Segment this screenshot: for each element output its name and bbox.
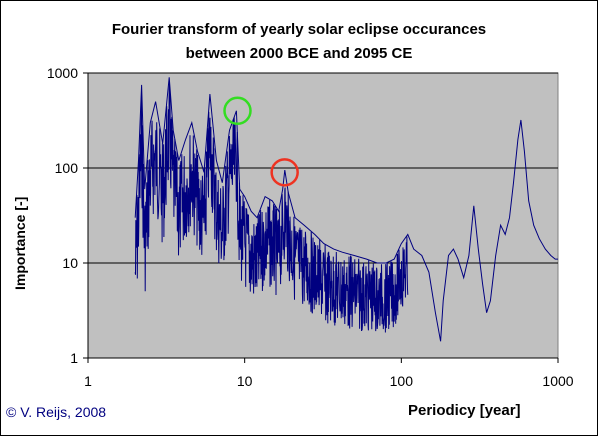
- annotation-circle-0: [223, 96, 252, 126]
- y-tick-label-1: 10: [62, 255, 78, 271]
- tick-labels: 1 10 100 1000 1 10 100 1000: [47, 65, 574, 389]
- x-tick-label-0: 1: [84, 373, 92, 389]
- y-tick-label-3: 1000: [47, 65, 78, 81]
- x-tick-label-1: 10: [237, 373, 253, 389]
- y-tick-label-2: 100: [55, 160, 79, 176]
- chart-title-line-1: Fourier transform of yearly solar eclips…: [111, 21, 487, 38]
- annotations-group: [223, 96, 299, 187]
- chart-title: Fourier transform of yearly solar eclips…: [0, 18, 598, 66]
- x-axis-label: Periodicy [year]: [408, 402, 521, 419]
- series-line-0: [134, 77, 558, 342]
- x-tick-label-2: 100: [390, 373, 414, 389]
- x-tick-label-3: 1000: [542, 373, 573, 389]
- axes-group: [83, 72, 559, 363]
- y-tick-label-0: 1: [70, 350, 78, 366]
- series-texture-0: [134, 83, 409, 333]
- series-group: [134, 77, 558, 342]
- chart-title-line-2: between 2000 BCE and 2095 CE: [185, 45, 413, 62]
- annotation-circle-1: [270, 158, 299, 187]
- copyright-text: © V. Reijs, 2008: [6, 404, 107, 420]
